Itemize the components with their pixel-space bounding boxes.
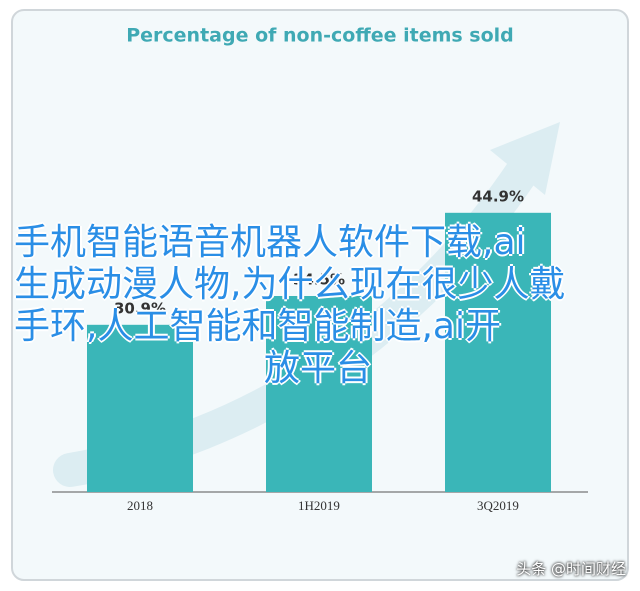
- overlay-line: 放平台: [264, 348, 373, 389]
- value-label: 34.5%: [293, 271, 345, 289]
- chart-title: Percentage of non-coffee items sold: [126, 25, 514, 47]
- overlay-text: 手机智能语音机器人软件下载,ai 生成动漫人物,为什么现在很少人戴 手环,人工智能和…: [14, 222, 565, 390]
- x-tick-label: 3Q2019: [477, 498, 519, 513]
- overlay-line: 生成动漫人物,为什么现在很少人戴: [14, 264, 566, 305]
- trend-arrow-head: [490, 122, 560, 195]
- bar: [266, 296, 372, 492]
- bar: [445, 212, 551, 493]
- watermark: 头条 @时间财经: [516, 560, 626, 578]
- x-tick-label: 1H2019: [298, 498, 340, 513]
- x-tick-label: 2018: [127, 498, 153, 513]
- bar: [87, 324, 193, 492]
- overlay-line: 手机智能语音机器人软件下载,ai: [14, 222, 526, 263]
- value-label: 44.9%: [472, 187, 524, 205]
- overlay-line: 手环,人工智能和智能制造,ai开: [14, 306, 501, 347]
- value-label: 30.9%: [114, 299, 166, 317]
